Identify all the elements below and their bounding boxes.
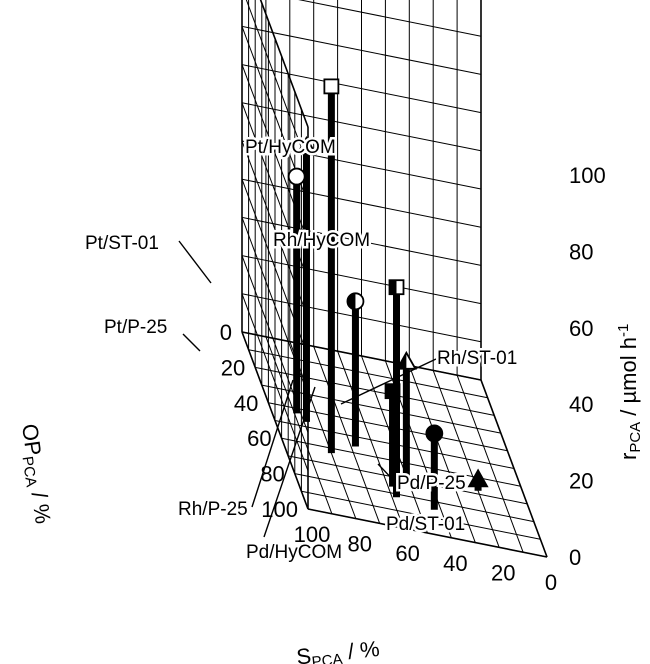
marker-rh-p-25 — [346, 292, 365, 311]
floor-grid-line — [301, 490, 541, 540]
marker-pt-st-01 — [295, 136, 318, 155]
z-tick-label: 40 — [569, 392, 593, 417]
x-tick-label: 40 — [443, 551, 467, 576]
leader-pd-hycom — [263, 386, 316, 538]
x-tick-label: 20 — [491, 560, 515, 585]
point-label-halo: Pt/HyCOM — [245, 137, 336, 158]
marker-pd-hycom — [384, 383, 401, 400]
z-tick-label: 20 — [569, 469, 593, 494]
marker-pd-st-01 — [467, 468, 489, 488]
side-wall-grid-line — [241, 64, 482, 114]
point-label-halo: Pd/P-25 — [397, 473, 466, 494]
point-label-halo: Rh/HyCOM — [273, 230, 370, 251]
side-wall-grid-line — [241, 178, 482, 228]
y-tick-label: 40 — [234, 391, 258, 416]
x-tick-label: 80 — [348, 532, 372, 557]
point-label-pd-st-01: Pd/ST-01 — [386, 514, 465, 535]
marker-rh-hycom — [388, 279, 405, 296]
point-label-rh-st-01: Rh/ST-01 — [437, 348, 517, 369]
side-wall-grid-line — [241, 102, 482, 152]
x-axis-label: SPCA / % — [295, 636, 381, 664]
side-wall-grid-line — [298, 0, 482, 37]
z-tick-label: 100 — [569, 163, 606, 188]
point-label-pd-p-25: Pd/P-25 — [397, 473, 466, 494]
marker-rh-st-01 — [395, 350, 417, 370]
floor-grid-line — [313, 346, 381, 524]
point-label-pt-st-01: Pt/ST-01 — [85, 233, 159, 254]
leader-pd-p-25 — [377, 463, 397, 484]
z-axis-label: rPCA / µmol h-1 — [615, 324, 644, 460]
x-tick-label: 100 — [294, 522, 331, 547]
point-label-rh-p-25: Rh/P-25 — [178, 499, 248, 520]
y-tick-label: 100 — [261, 497, 298, 522]
side-wall-grid-line — [241, 255, 482, 305]
marker-pd-p-25 — [425, 424, 444, 443]
leader-rh-st-01 — [340, 358, 437, 405]
point-label-halo: Pd/ST-01 — [386, 514, 465, 535]
floor-grid-line — [265, 336, 333, 514]
z-tick-label: 60 — [569, 316, 593, 341]
point-labels: Pt/P-25Pt/P-25Pt/ST-01Pt/ST-01Rh/P-25Rh/… — [83, 135, 520, 566]
marker-pt-p-25 — [287, 167, 306, 186]
y-tick-label: 0 — [220, 320, 232, 345]
floor-grid-line — [288, 455, 528, 505]
marker-pt-hycom — [323, 78, 340, 95]
markers — [287, 78, 489, 488]
point-label-pd-hycom: Pd/HyCOM — [246, 542, 342, 563]
z-tick-label: 0 — [569, 545, 581, 570]
side-wall-grid-line — [241, 216, 482, 266]
x-tick-label: 60 — [395, 541, 419, 566]
leader-lines — [178, 240, 437, 538]
axis-labels: SPCA / % OPPCA / % rPCA / µmol h-1 — [14, 324, 644, 664]
point-label-halo: Rh/P-25 — [178, 499, 248, 520]
frame-edge — [241, 331, 309, 510]
y-tick-label: 80 — [260, 462, 284, 487]
frame-edge — [241, 331, 482, 381]
y-tick-label: 60 — [247, 426, 271, 451]
side-wall-grid-line — [241, 293, 482, 343]
y-axis-label: OPPCA / % — [14, 422, 56, 525]
frame-edge — [259, 0, 309, 128]
x-tick-label: 0 — [545, 570, 557, 595]
leader-pt-st-01 — [178, 240, 212, 284]
point-label-rh-hycom: Rh/HyCOM — [273, 230, 370, 251]
point-label-halo: Pt/P-25 — [104, 317, 167, 338]
leader-pt-p-25 — [182, 333, 201, 352]
point-label-halo: Pt/ST-01 — [85, 233, 159, 254]
point-label-pt-hycom: Pt/HyCOM — [245, 137, 336, 158]
point-label-halo: Rh/ST-01 — [437, 348, 517, 369]
side-wall-grid-line — [241, 25, 482, 75]
back-wall-grid-line — [245, 0, 309, 166]
y-tick-label: 20 — [221, 355, 245, 380]
frame-edge — [307, 508, 548, 558]
z-tick-label: 80 — [569, 239, 593, 264]
frame-edge — [480, 379, 548, 558]
side-wall-grid-line — [241, 140, 482, 190]
leader-rh-p-25 — [251, 379, 294, 508]
stems — [293, 86, 482, 510]
point-label-halo: Pd/HyCOM — [246, 542, 342, 563]
point-label-pt-p-25: Pt/P-25 — [104, 317, 167, 338]
